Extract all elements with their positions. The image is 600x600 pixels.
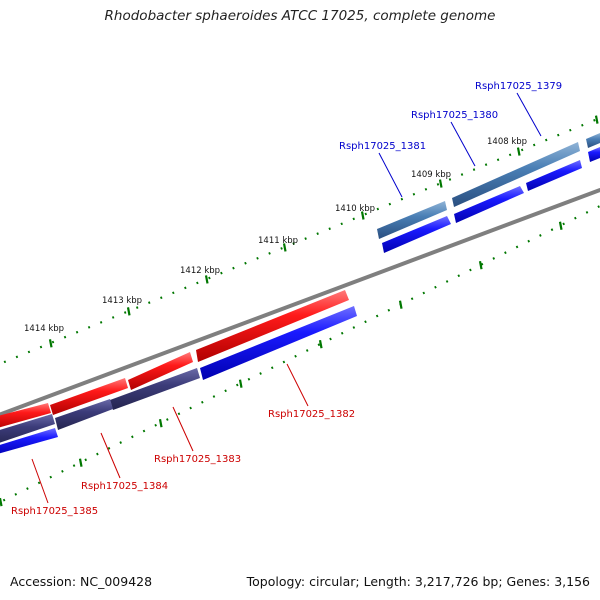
gene-label-Rsph17025_1383[interactable]: Rsph17025_1383 — [154, 454, 241, 465]
gene-label-Rsph17025_1379[interactable]: Rsph17025_1379 — [475, 81, 562, 92]
gene-Rsph17025_1384[interactable] — [50, 378, 128, 430]
gene-label-Rsph17025_1380[interactable]: Rsph17025_1380 — [411, 110, 498, 121]
major-tick — [0, 497, 3, 507]
kbp-label-1414: 1414 kbp — [24, 324, 64, 334]
major-ticks — [48, 115, 599, 348]
gene-label-Rsph17025_1384[interactable]: Rsph17025_1384 — [81, 481, 168, 492]
major-tick — [398, 300, 403, 309]
gene-Rsph17025_1379[interactable] — [586, 133, 600, 162]
label-leaders — [31, 92, 542, 504]
kbp-label-1410: 1410 kbp — [335, 204, 375, 214]
major-tick — [158, 418, 163, 428]
gene-Rsph17025_1385[interactable] — [0, 403, 58, 456]
inner-tick-ring — [0, 205, 600, 504]
major-tick — [360, 211, 365, 220]
major-tick — [318, 339, 323, 349]
major-tick — [282, 243, 287, 252]
major-tick — [238, 379, 243, 388]
major-tick — [204, 275, 209, 284]
accession-text: Accession: NC_009428 — [10, 574, 153, 589]
gene-Rsph17025_1383[interactable] — [110, 352, 200, 410]
major-tick — [78, 458, 83, 467]
major-tick — [594, 115, 599, 124]
kbp-label-1412: 1412 kbp — [180, 266, 220, 276]
gene-Rsph17025_1382[interactable] — [196, 290, 357, 380]
major-tick — [478, 261, 483, 270]
gene-label-Rsph17025_1382[interactable]: Rsph17025_1382 — [268, 409, 355, 420]
major-tick — [516, 147, 521, 156]
kbp-label-1413: 1413 kbp — [102, 296, 142, 306]
inner-major-ticks — [0, 221, 563, 507]
major-tick — [558, 221, 563, 230]
gene-label-Rsph17025_1385[interactable]: Rsph17025_1385 — [11, 506, 98, 517]
major-tick — [48, 339, 53, 348]
map-title: Rhodobacter sphaeroides ATCC 17025, comp… — [104, 8, 496, 24]
gene-Rsph17025_1380[interactable] — [452, 142, 582, 223]
major-tick — [126, 307, 131, 316]
genome-backbone — [0, 188, 600, 417]
kbp-label-1409: 1409 kbp — [411, 170, 451, 180]
genome-summary-text: Topology: circular; Length: 3,217,726 bp… — [246, 574, 590, 589]
kbp-label-1408: 1408 kbp — [487, 137, 527, 147]
gene-Rsph17025_1381[interactable] — [377, 201, 451, 253]
major-tick — [438, 179, 443, 188]
kbp-label-1411: 1411 kbp — [258, 236, 298, 246]
gene-label-Rsph17025_1381[interactable]: Rsph17025_1381 — [339, 141, 426, 152]
